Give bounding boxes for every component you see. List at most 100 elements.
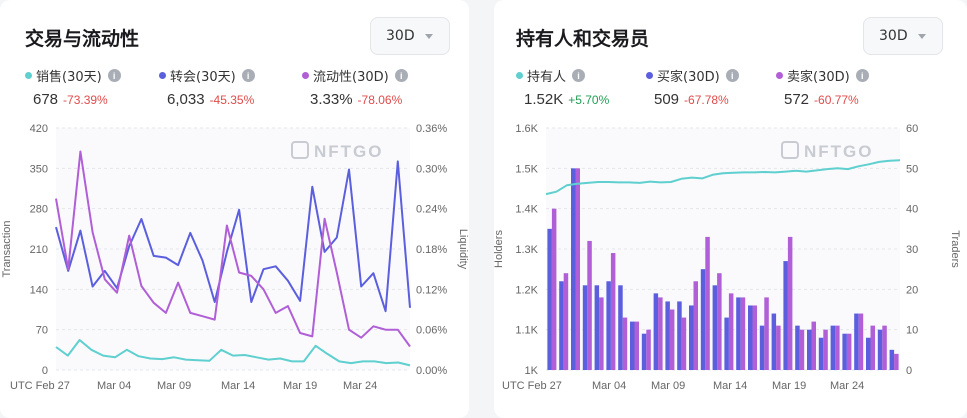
sellers-bar bbox=[846, 333, 852, 370]
info-icon[interactable]: i bbox=[241, 69, 255, 82]
legend-dot bbox=[516, 72, 523, 79]
watermark: NFTGO bbox=[314, 142, 384, 161]
y-tick-label: 70 bbox=[36, 325, 48, 337]
watermark: NFTGO bbox=[804, 142, 874, 161]
buyers-bar bbox=[889, 349, 895, 370]
stat-value: 1.52K bbox=[524, 91, 564, 108]
holders-line bbox=[545, 159, 901, 196]
chevron-down-icon bbox=[425, 34, 433, 39]
sellers-bar bbox=[575, 168, 580, 370]
y2-tick-label: 60 bbox=[906, 123, 918, 135]
sellers-bar bbox=[764, 297, 769, 370]
stat-label: 卖家(30D) bbox=[787, 70, 850, 85]
buyers-bar bbox=[700, 269, 706, 370]
y-axis-label: Transaction bbox=[1, 220, 13, 277]
y2-tick-label: 10 bbox=[906, 325, 918, 337]
buyers-bar bbox=[594, 285, 600, 370]
y2-tick-label: 0 bbox=[906, 365, 912, 377]
buyers-bar bbox=[677, 301, 682, 370]
y-tick-label: 1K bbox=[525, 365, 539, 377]
y2-tick-label: 30 bbox=[906, 244, 918, 256]
sellers-bar bbox=[823, 329, 828, 370]
sellers-bar bbox=[717, 273, 722, 370]
buyers-bar bbox=[748, 305, 753, 370]
buyers-bar bbox=[877, 329, 883, 370]
sellers-bar bbox=[658, 297, 663, 370]
buyers-bar bbox=[547, 228, 552, 370]
period-select[interactable]: 30D bbox=[370, 17, 450, 55]
chevron-down-icon bbox=[918, 34, 926, 39]
info-icon[interactable]: i bbox=[725, 69, 739, 82]
buyers-bar bbox=[795, 325, 800, 370]
x-tick-label: Mar 09 bbox=[157, 380, 191, 392]
stat-transfers: 转会(30天) i 6,033 -45.35% bbox=[159, 66, 255, 109]
y-tick-label: 350 bbox=[30, 163, 48, 175]
y-tick-label: 1.1K bbox=[515, 325, 538, 337]
y2-tick-label: 0.00% bbox=[416, 365, 447, 377]
buyers-bar bbox=[630, 321, 635, 370]
y-tick-label: 280 bbox=[30, 204, 48, 216]
y2-tick-label: 0.24% bbox=[416, 204, 447, 216]
x-tick-label: Mar 19 bbox=[772, 380, 806, 392]
stat-change: -45.35% bbox=[209, 93, 255, 107]
buyers-bar bbox=[618, 285, 623, 370]
sellers-bar bbox=[587, 240, 592, 370]
stat-value: 572 bbox=[784, 91, 810, 108]
stat-sales: 销售(30天) i 678 -73.39% bbox=[25, 66, 121, 109]
stat-change: +5.70% bbox=[568, 93, 610, 107]
stat-holders: 持有人 i 1.52K +5.70% bbox=[516, 66, 609, 109]
buyers-bar bbox=[842, 333, 847, 370]
buyers-bar bbox=[641, 333, 647, 370]
sellers-bar bbox=[551, 208, 557, 370]
x-tick-label: UTC Feb 27 bbox=[10, 380, 70, 392]
stat-label: 持有人 bbox=[527, 70, 567, 85]
x-tick-label: Mar 24 bbox=[343, 380, 377, 392]
legend-dot bbox=[646, 72, 653, 79]
period-select[interactable]: 30D bbox=[863, 17, 943, 55]
x-tick-label: Mar 09 bbox=[651, 380, 685, 392]
stat-label: 流动性(30D) bbox=[313, 70, 389, 85]
stat-value: 3.33% bbox=[310, 91, 353, 108]
sellers-bar bbox=[728, 293, 734, 370]
buyers-bar bbox=[854, 313, 859, 370]
sellers-bar bbox=[610, 253, 616, 370]
y-tick-label: 1.6K bbox=[515, 123, 538, 135]
sellers-bar bbox=[776, 325, 781, 370]
sellers-bar bbox=[693, 281, 698, 370]
y2-axis-label: Traders bbox=[949, 230, 961, 268]
info-icon[interactable]: i bbox=[855, 69, 869, 82]
buyers-bar bbox=[665, 301, 670, 370]
sellers-bar bbox=[705, 236, 710, 370]
info-icon[interactable]: i bbox=[394, 69, 408, 82]
holders-traders-chart: 1K 0 1.1K 10 1.2K 20 1.3K 30 1.4K 40 1.5K 50 1.6K 60 U… bbox=[494, 123, 961, 392]
x-tick-label: Mar 14 bbox=[713, 380, 747, 392]
y2-tick-label: 40 bbox=[906, 204, 918, 216]
buyers-bar bbox=[559, 281, 564, 370]
x-tick-label: Mar 04 bbox=[97, 380, 131, 392]
buyers-bar bbox=[571, 168, 576, 370]
series-line-0 bbox=[55, 339, 411, 367]
card-title: 交易与流动性 bbox=[25, 28, 140, 50]
sellers-bar bbox=[646, 329, 651, 370]
y-tick-label: 1.2K bbox=[515, 284, 538, 296]
sellers-bar bbox=[858, 313, 864, 370]
sellers-bar bbox=[669, 309, 675, 370]
x-tick-label: Mar 14 bbox=[221, 380, 255, 392]
buyers-bar bbox=[866, 337, 871, 370]
transactions-liquidity-card: 交易与流动性 30D 销售(30天) i 678 -73.39% 转会(30天) i … bbox=[0, 0, 469, 418]
buyers-bar bbox=[582, 285, 588, 370]
sellers-bar bbox=[634, 321, 639, 370]
stat-label: 转会(30天) bbox=[170, 70, 236, 85]
sellers-bar bbox=[835, 325, 840, 370]
y-tick-label: 140 bbox=[30, 284, 48, 296]
y-tick-label: 210 bbox=[30, 244, 48, 256]
sellers-bar bbox=[799, 329, 805, 370]
series-line-1 bbox=[55, 160, 411, 313]
y2-tick-label: 0.12% bbox=[416, 284, 447, 296]
buyers-bar bbox=[818, 337, 824, 370]
info-icon[interactable]: i bbox=[107, 69, 121, 82]
x-tick-label: Mar 04 bbox=[592, 380, 626, 392]
watermark-logo-icon bbox=[781, 141, 799, 159]
info-icon[interactable]: i bbox=[572, 69, 586, 82]
stat-buyers: 买家(30D) i 509 -67.78% bbox=[646, 66, 739, 109]
